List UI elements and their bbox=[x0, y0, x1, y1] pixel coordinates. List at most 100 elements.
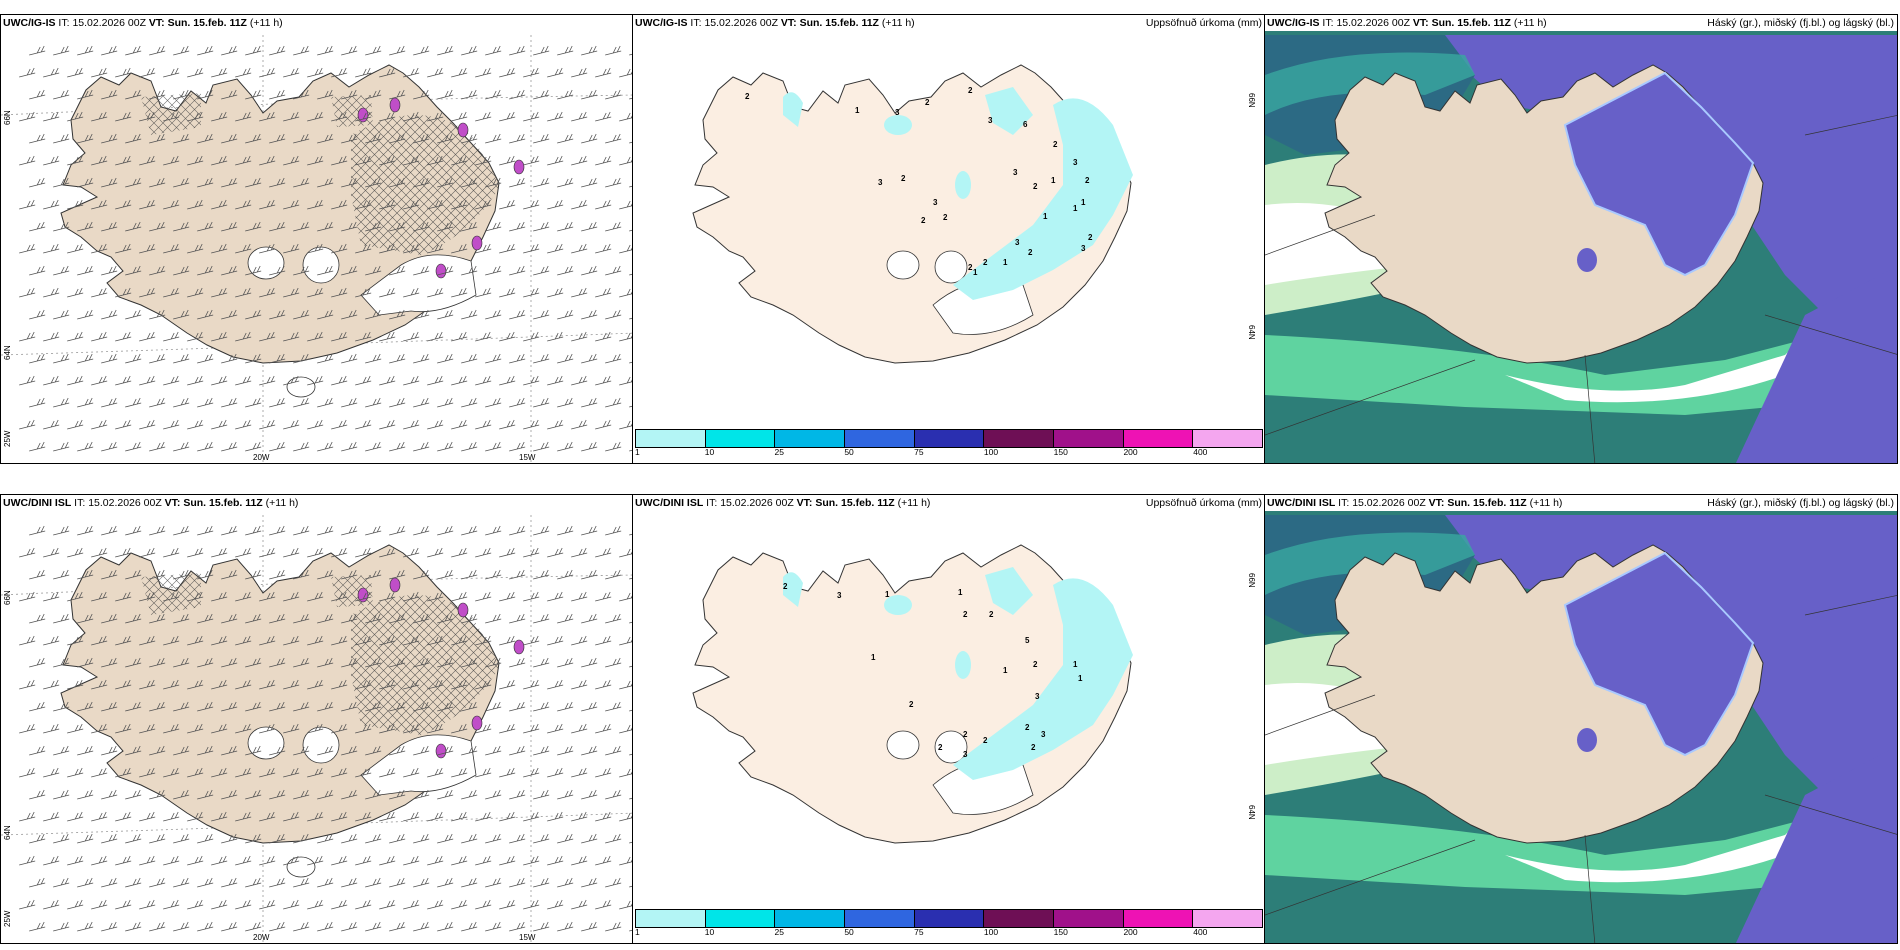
precip-value-label: 2 bbox=[1025, 723, 1030, 732]
lon-label: 20W bbox=[253, 933, 270, 942]
precip-value-label: 3 bbox=[1015, 238, 1020, 247]
precip-value-label: 1 bbox=[958, 588, 963, 597]
panel-header: UWC/IG-IS IT: 15.02.2026 00Z VT: Sun. 15… bbox=[1265, 15, 1897, 31]
colorbar-label: 200 bbox=[1123, 447, 1138, 457]
precip-spot bbox=[435, 743, 447, 759]
model-name: UWC/IG-IS bbox=[635, 17, 688, 29]
precip-value-label: 1 bbox=[1073, 660, 1078, 669]
lon-label: 20W bbox=[253, 453, 270, 462]
precip-spot bbox=[513, 159, 525, 175]
colorbar-label: 1 bbox=[635, 927, 640, 937]
lat-label: 66N bbox=[1247, 93, 1256, 108]
precip-value-label: 2 bbox=[968, 86, 973, 95]
precip-spot bbox=[471, 235, 483, 251]
colorbar-label: 10 bbox=[704, 927, 715, 937]
precip-value-label: 2 bbox=[909, 700, 914, 709]
precip-value-label: 3 bbox=[837, 591, 842, 600]
precip-spot bbox=[513, 639, 525, 655]
precip-colorbar: 1 10 25 50 75 100 150 200 400 bbox=[633, 429, 1265, 463]
colorbar-swatch bbox=[1054, 910, 1124, 927]
colorbar-swatch bbox=[775, 430, 846, 447]
precip-value-label: 3 bbox=[1041, 730, 1046, 739]
panel-header: UWC/IG-IS IT: 15.02.2026 00Z VT: Sun. 15… bbox=[1, 15, 633, 31]
lat-label: 66N bbox=[3, 110, 12, 125]
cloud-title: Háský (gr.), miðský (fj.bl.) og lágský (… bbox=[1707, 17, 1894, 29]
lat-label: 64N bbox=[1247, 805, 1256, 820]
precip-value-label: 1 bbox=[1078, 674, 1083, 683]
panel-header: UWC/DINI ISL IT: 15.02.2026 00Z VT: Sun.… bbox=[1265, 495, 1897, 511]
colorbar-label: 10 bbox=[704, 447, 715, 457]
colorbar-label: 1 bbox=[635, 447, 640, 457]
colorbar-swatch bbox=[1123, 430, 1194, 447]
precip-spot bbox=[389, 577, 401, 593]
colorbar-label: 25 bbox=[774, 927, 785, 937]
precip-value-label: 3 bbox=[963, 750, 968, 759]
precip-value-label: 2 bbox=[938, 743, 943, 752]
lat-label: 66N bbox=[1247, 573, 1256, 588]
precip-value-label: 2 bbox=[983, 258, 988, 267]
precip-value-label: 1 bbox=[885, 590, 890, 599]
precip-spot bbox=[389, 97, 401, 113]
lat-label: 64N bbox=[3, 345, 12, 360]
wind-map[interactable] bbox=[1, 495, 634, 944]
precip-value-label: 2 bbox=[983, 736, 988, 745]
model-name: UWC/IG-IS bbox=[3, 17, 56, 29]
precip-value-label: 2 bbox=[1088, 233, 1093, 242]
lon-label: 15W bbox=[519, 933, 536, 942]
lon-label: 25W bbox=[3, 430, 12, 447]
precip-value-label: 2 bbox=[1033, 660, 1038, 669]
precip-spot bbox=[471, 715, 483, 731]
precip-value-label: 6 bbox=[1023, 120, 1028, 129]
panel-header: UWC/DINI ISL IT: 15.02.2026 00Z VT: Sun.… bbox=[3, 497, 299, 509]
lat-label: 64N bbox=[1247, 325, 1256, 340]
colorbar-label: 200 bbox=[1123, 927, 1138, 937]
panel-header: UWC/IG-IS IT: 15.02.2026 00Z VT: Sun. 15… bbox=[635, 17, 1262, 29]
precip-title: Uppsöfnuð úrkoma (mm) bbox=[1145, 17, 1262, 29]
cloud-map[interactable] bbox=[1265, 15, 1898, 464]
vt-value: Sun. 15.feb. 11Z bbox=[167, 17, 247, 29]
colorbar-label: 400 bbox=[1193, 447, 1208, 457]
precip-value-label: 2 bbox=[1031, 743, 1036, 752]
precip-value-label: 2 bbox=[968, 263, 973, 272]
precip-value-label: 1 bbox=[855, 106, 860, 115]
precip-value-label: 1 bbox=[1081, 198, 1086, 207]
precip-value-label: 2 bbox=[1028, 248, 1033, 257]
precip-spot bbox=[435, 263, 447, 279]
wind-map-panel-bottom: UWC/DINI ISL IT: 15.02.2026 00Z VT: Sun.… bbox=[0, 494, 634, 944]
colorbar-label: 150 bbox=[1053, 447, 1068, 457]
precip-value-label: 2 bbox=[943, 213, 948, 222]
precip-value-label: 3 bbox=[1013, 168, 1018, 177]
vt-label: VT: bbox=[148, 17, 165, 29]
precip-value-label: 1 bbox=[1073, 204, 1078, 213]
colorbar-swatch bbox=[705, 430, 776, 447]
precip-value-label: 3 bbox=[1081, 244, 1086, 253]
lon-label: 25W bbox=[3, 910, 12, 927]
cloud-map[interactable] bbox=[1265, 495, 1898, 944]
it-value: 15.02.2026 00Z bbox=[72, 17, 146, 29]
colorbar-swatch bbox=[636, 910, 706, 927]
precip-map-panel-bottom: UWC/DINI ISL IT: 15.02.2026 00Z VT: Sun.… bbox=[632, 494, 1266, 944]
colorbar-swatch bbox=[984, 430, 1055, 447]
lat-label: 64N bbox=[3, 825, 12, 840]
precip-value-label: 2 bbox=[901, 174, 906, 183]
precip-value-label: 1 bbox=[1043, 212, 1048, 221]
colorbar-label: 75 bbox=[914, 927, 924, 937]
colorbar-label: 400 bbox=[1193, 927, 1208, 937]
colorbar-swatch bbox=[1193, 910, 1263, 927]
it-label: IT: bbox=[58, 17, 70, 29]
colorbar-label: 50 bbox=[844, 927, 854, 937]
wind-map[interactable] bbox=[1, 15, 634, 464]
colorbar-label: 100 bbox=[983, 927, 999, 937]
colorbar-label: 75 bbox=[914, 447, 924, 457]
panel-header: UWC/DINI ISL IT: 15.02.2026 00Z VT: Sun.… bbox=[635, 497, 1262, 509]
precip-value-label: 1 bbox=[973, 268, 978, 277]
precip-value-label: 3 bbox=[1073, 158, 1078, 167]
precip-spot bbox=[457, 122, 469, 138]
precip-map-panel-top: UWC/IG-IS IT: 15.02.2026 00Z VT: Sun. 15… bbox=[632, 14, 1266, 464]
precip-value-label: 2 bbox=[745, 92, 750, 101]
lon-label: 15W bbox=[519, 453, 536, 462]
precip-value-label: 1 bbox=[1003, 666, 1008, 675]
colorbar-swatch bbox=[984, 910, 1055, 927]
